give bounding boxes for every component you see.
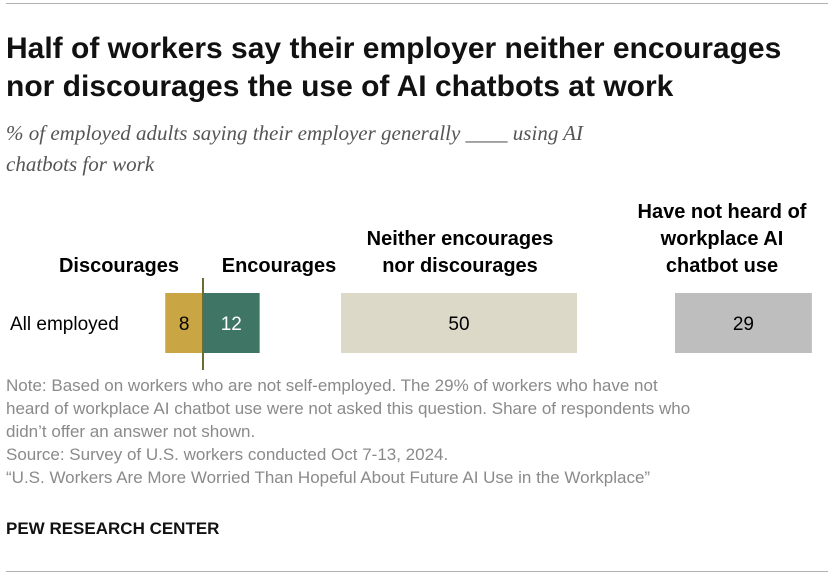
bar-neither [341,293,577,353]
chart-title: Half of workers say their employer neith… [6,30,836,106]
bar-not-heard-value: 29 [733,314,754,335]
header-encourages-line-1: Encourages [222,255,336,277]
header-neither-line-2: nor discourages [382,255,538,277]
subtitle-line-1: % of employed adults saying their employ… [6,121,584,145]
note-line-2: heard of workplace AI chatbot use were n… [6,399,691,418]
note-line-1: Note: Based on workers who are not self-… [6,376,658,395]
header-not-heard-line-1: Have not heard of [638,201,807,223]
bar-discourages [165,293,203,353]
bar-discourages-value: 8 [179,314,190,335]
brand-name: PEW RESEARCH CENTER [6,519,220,538]
title-line-1: Half of workers say their employer neith… [6,32,782,65]
bar-encourages-value: 12 [221,314,242,335]
header-not-heard-line-3: chatbot use [666,255,778,277]
header-neither-line-1: Neither encourages [367,228,554,250]
subtitle-line-2: chatbots for work [6,152,155,176]
bar-not-heard [675,293,812,353]
row-label-all-employed: All employed [10,314,119,335]
header-not-heard-line-2: workplace AI [660,228,784,250]
top-rule [6,3,828,4]
bar-encourages [203,293,260,353]
note-line-3: didn’t offer an answer not shown. [6,422,256,441]
header-discourages-line-1: Discourages [59,255,179,277]
source-line: Source: Survey of U.S. workers conducted… [6,445,449,464]
chart-notes: Note: Based on workers who are not self-… [6,374,832,489]
bottom-rule [6,571,828,572]
chart-subtitle: % of employed adults saying their employ… [6,118,766,180]
report-title: “U.S. Workers Are More Worried Than Hope… [6,468,651,487]
title-line-2: nor discourages the use of AI chatbots a… [6,70,674,103]
bar-neither-value: 50 [448,314,469,335]
